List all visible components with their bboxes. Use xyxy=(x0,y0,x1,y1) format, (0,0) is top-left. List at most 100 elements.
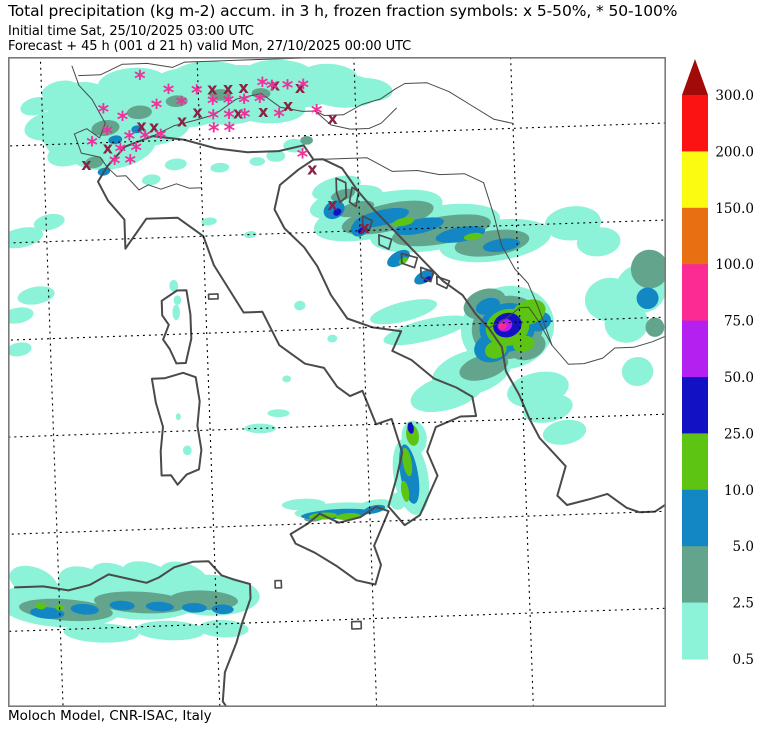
border-france xyxy=(71,65,108,168)
colorbar-tick-label: 300.0 xyxy=(715,88,754,104)
frozen-fraction-x-symbol: x xyxy=(270,76,281,95)
frozen-fraction-star-symbol: * xyxy=(223,91,235,116)
precipitation-cell xyxy=(230,92,306,124)
precipitation-cell xyxy=(394,217,444,236)
frozen-fraction-star-symbol: * xyxy=(208,120,220,145)
precipitation-cell xyxy=(209,89,232,101)
frozen-fraction-star-symbol: * xyxy=(297,146,309,171)
colorbar-panel: 300.0 200.0 150.0 100.0 75.0 50.0 25.0 10.0 5.0 2… xyxy=(676,57,760,677)
frozen-fraction-x-symbol: x xyxy=(103,138,114,157)
coastline-layer xyxy=(14,58,665,706)
frozen-fraction-star-symbol: * xyxy=(223,106,235,131)
precipitation-cell xyxy=(63,623,139,643)
border-alpine xyxy=(106,83,406,168)
border-croatia xyxy=(313,157,485,184)
precipitation-cell xyxy=(300,136,313,145)
precipitation-cell xyxy=(181,602,207,613)
page-title: Total precipitation (kg m-2) accum. in 3… xyxy=(8,2,678,20)
border-switzerland-north xyxy=(78,61,186,77)
precipitation-cell xyxy=(281,498,326,511)
frozen-fraction-x-symbol: x xyxy=(327,109,338,128)
colorbar-tick-label: 5.0 xyxy=(733,539,754,555)
coastline-adriatic-island xyxy=(335,177,348,204)
frozen-fraction-star-symbol: * xyxy=(207,92,219,117)
precipitation-cell xyxy=(337,200,375,218)
precipitation-cell xyxy=(109,600,135,611)
frozen-fraction-star-symbol: * xyxy=(117,108,129,133)
frozen-fraction-star-symbol: * xyxy=(151,96,163,121)
colorbar-tick-label: 150.0 xyxy=(715,201,754,217)
precipitation-cell xyxy=(266,150,286,162)
border-austria-north xyxy=(184,58,319,63)
frozen-fraction-star-symbol: * xyxy=(139,127,151,152)
precipitation-cell xyxy=(9,227,44,249)
precipitation-cell xyxy=(210,162,230,173)
graticule-layer xyxy=(9,58,665,706)
precipitation-cell xyxy=(389,492,406,510)
colorbar-tick-label: 75.0 xyxy=(724,314,754,330)
parallel-line xyxy=(9,510,665,535)
colorbar-band xyxy=(682,320,708,378)
precipitation-cell xyxy=(41,80,79,102)
frozen-fraction-star-symbol: * xyxy=(282,77,294,102)
border-slovenia xyxy=(314,107,397,130)
precipitation-cell xyxy=(392,217,415,227)
frozen-fraction-x-symbol: x xyxy=(327,195,338,214)
frozen-fraction-star-symbol: * xyxy=(273,105,285,130)
precipitation-cell xyxy=(383,315,469,346)
precipitation-cell xyxy=(198,619,249,638)
precipitation-cell xyxy=(350,220,369,237)
frozen-fraction-x-symbol: x xyxy=(258,102,269,121)
initial-time-label: Initial time Sat, 25/10/2025 03:00 UTC xyxy=(8,24,254,39)
precipitation-cell xyxy=(630,249,665,289)
colorbar-tick-label: 10.0 xyxy=(724,483,754,499)
precipitation-cell xyxy=(9,342,32,357)
precipitation-cell xyxy=(475,297,501,315)
precipitation-cell xyxy=(164,158,187,171)
frozen-fraction-x-symbol: x xyxy=(295,78,306,97)
frozen-fraction-star-symbol: * xyxy=(191,81,203,106)
precipitation-cell xyxy=(182,445,192,456)
precipitation-cell xyxy=(410,373,484,413)
precipitation-cell xyxy=(126,105,152,120)
precipitation-cell xyxy=(267,409,290,418)
precipitation-cell xyxy=(327,334,338,343)
frozen-fraction-x-symbol: x xyxy=(192,103,203,122)
precipitation-cell xyxy=(70,603,99,615)
parallel-line xyxy=(9,219,665,244)
colorbar-band xyxy=(682,95,708,152)
frozen-fraction-star-symbol: * xyxy=(297,76,309,101)
colorbar-tick-labels: 300.0 200.0 150.0 100.0 75.0 50.0 25.0 10.0 5.0 2… xyxy=(715,88,754,668)
precipitation-cell xyxy=(400,480,410,502)
colorbar-band xyxy=(682,433,708,491)
colorbar-tick-label: 200.0 xyxy=(715,144,754,160)
precipitation-cell xyxy=(542,419,587,445)
frozen-fraction-star-symbol: * xyxy=(109,152,121,177)
precipitation-cell xyxy=(35,602,47,610)
precipitation-cell xyxy=(172,61,248,91)
map-panel: x x x x x x x x x x x x x x x x x x * * * * * * * * * * * * * * * * * * * * * *… xyxy=(8,57,666,707)
frozen-fraction-x-symbol: x xyxy=(177,111,188,130)
frozen-fraction-star-symbol: * xyxy=(115,140,127,165)
meridian-line xyxy=(510,58,534,706)
colorbar-bands xyxy=(682,59,708,660)
precipitation-cell xyxy=(165,95,188,108)
frozen-fraction-star-symbol: * xyxy=(134,67,146,92)
meridian-line xyxy=(39,58,64,706)
precipitation-cell xyxy=(30,607,65,619)
frozen-fraction-x-symbol: x xyxy=(149,117,160,136)
frozen-fraction-x-symbol: x xyxy=(238,78,249,97)
frozen-fraction-star-symbol: * xyxy=(102,122,114,147)
precipitation-cell xyxy=(175,413,181,421)
coastline-italy xyxy=(97,135,478,527)
coastline-elba xyxy=(207,293,219,300)
precipitation-cell xyxy=(621,356,654,387)
precipitation-cell xyxy=(301,63,358,90)
precipitation-cell xyxy=(523,394,573,423)
coastline-north-africa xyxy=(14,560,252,706)
frozen-fraction-star-symbol: * xyxy=(98,101,110,126)
precipitation-cell xyxy=(169,280,179,292)
frozen-fraction-star-symbol: * xyxy=(224,119,236,144)
